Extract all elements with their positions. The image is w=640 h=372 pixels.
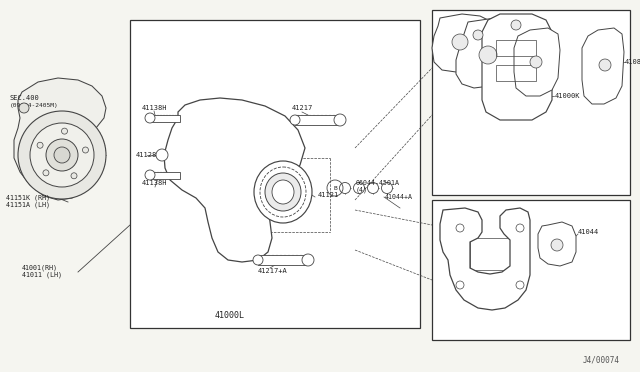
Polygon shape <box>514 28 560 96</box>
Circle shape <box>19 103 29 113</box>
Text: (09184-2405M): (09184-2405M) <box>10 103 59 108</box>
Bar <box>152 115 180 122</box>
Circle shape <box>367 183 378 193</box>
Text: J4/00074: J4/00074 <box>583 356 620 365</box>
Polygon shape <box>482 14 552 120</box>
Bar <box>496 65 536 81</box>
Circle shape <box>334 114 346 126</box>
Text: 41138H: 41138H <box>141 180 167 186</box>
Ellipse shape <box>254 161 312 223</box>
Circle shape <box>551 239 563 251</box>
Text: 41217: 41217 <box>291 105 312 111</box>
Text: 41217+A: 41217+A <box>258 268 288 274</box>
Circle shape <box>599 59 611 71</box>
Circle shape <box>61 128 67 134</box>
Circle shape <box>302 254 314 266</box>
Polygon shape <box>582 28 624 104</box>
Circle shape <box>456 224 464 232</box>
Polygon shape <box>538 222 576 266</box>
Circle shape <box>43 170 49 176</box>
Polygon shape <box>14 78 106 200</box>
Circle shape <box>353 183 365 193</box>
Bar <box>258 255 308 265</box>
Text: 41000L: 41000L <box>215 311 245 320</box>
Text: 41128: 41128 <box>136 152 157 158</box>
Circle shape <box>145 170 155 180</box>
Polygon shape <box>432 14 496 72</box>
Circle shape <box>530 56 542 68</box>
Text: 41044: 41044 <box>578 229 599 235</box>
Circle shape <box>473 30 483 40</box>
Ellipse shape <box>265 173 301 211</box>
Polygon shape <box>456 18 524 88</box>
Text: SEC.400: SEC.400 <box>10 95 40 101</box>
Bar <box>152 172 180 179</box>
Bar <box>496 40 536 56</box>
Circle shape <box>54 147 70 163</box>
Polygon shape <box>164 98 305 262</box>
Circle shape <box>456 281 464 289</box>
Text: 41011 (LH): 41011 (LH) <box>22 272 62 278</box>
Circle shape <box>18 111 106 199</box>
Circle shape <box>511 20 521 30</box>
Bar <box>432 200 630 340</box>
Circle shape <box>37 142 43 148</box>
Text: 06044-4501A: 06044-4501A <box>356 180 400 186</box>
Circle shape <box>516 281 524 289</box>
Circle shape <box>83 147 88 153</box>
Circle shape <box>253 255 263 265</box>
Circle shape <box>46 139 78 171</box>
Text: 41138H: 41138H <box>141 105 167 111</box>
Circle shape <box>452 34 468 50</box>
Bar <box>432 10 630 195</box>
Circle shape <box>290 115 300 125</box>
Circle shape <box>71 173 77 179</box>
Text: 41000K: 41000K <box>555 93 580 99</box>
Polygon shape <box>440 208 530 310</box>
Text: B: B <box>333 186 337 190</box>
Text: 41121: 41121 <box>318 192 339 198</box>
Text: 41151A (LH): 41151A (LH) <box>6 202 50 208</box>
Text: 41080K: 41080K <box>625 59 640 65</box>
Text: 41151K (RH): 41151K (RH) <box>6 195 50 201</box>
Circle shape <box>145 113 155 123</box>
Ellipse shape <box>272 180 294 204</box>
Circle shape <box>156 149 168 161</box>
Circle shape <box>479 46 497 64</box>
Bar <box>130 20 420 328</box>
Bar <box>295 115 340 125</box>
Text: 41044+A: 41044+A <box>385 194 413 200</box>
Circle shape <box>516 224 524 232</box>
Text: (4): (4) <box>356 187 368 193</box>
Circle shape <box>339 183 351 193</box>
Circle shape <box>381 183 392 193</box>
Text: 41001(RH): 41001(RH) <box>22 265 58 271</box>
Circle shape <box>30 123 94 187</box>
